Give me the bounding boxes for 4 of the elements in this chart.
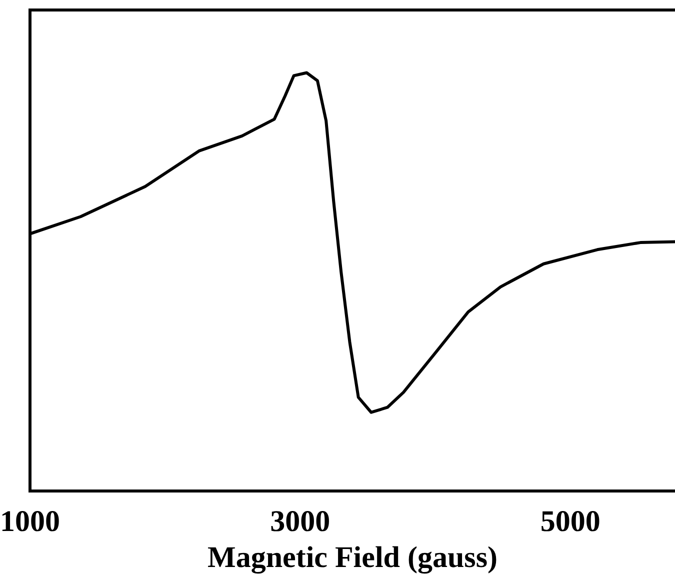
x-tick-label: 5000 xyxy=(540,504,600,538)
x-axis-title: Magnetic Field (gauss) xyxy=(208,540,498,574)
x-tick-label: 3000 xyxy=(270,504,330,538)
x-tick-label: 1000 xyxy=(0,504,60,538)
